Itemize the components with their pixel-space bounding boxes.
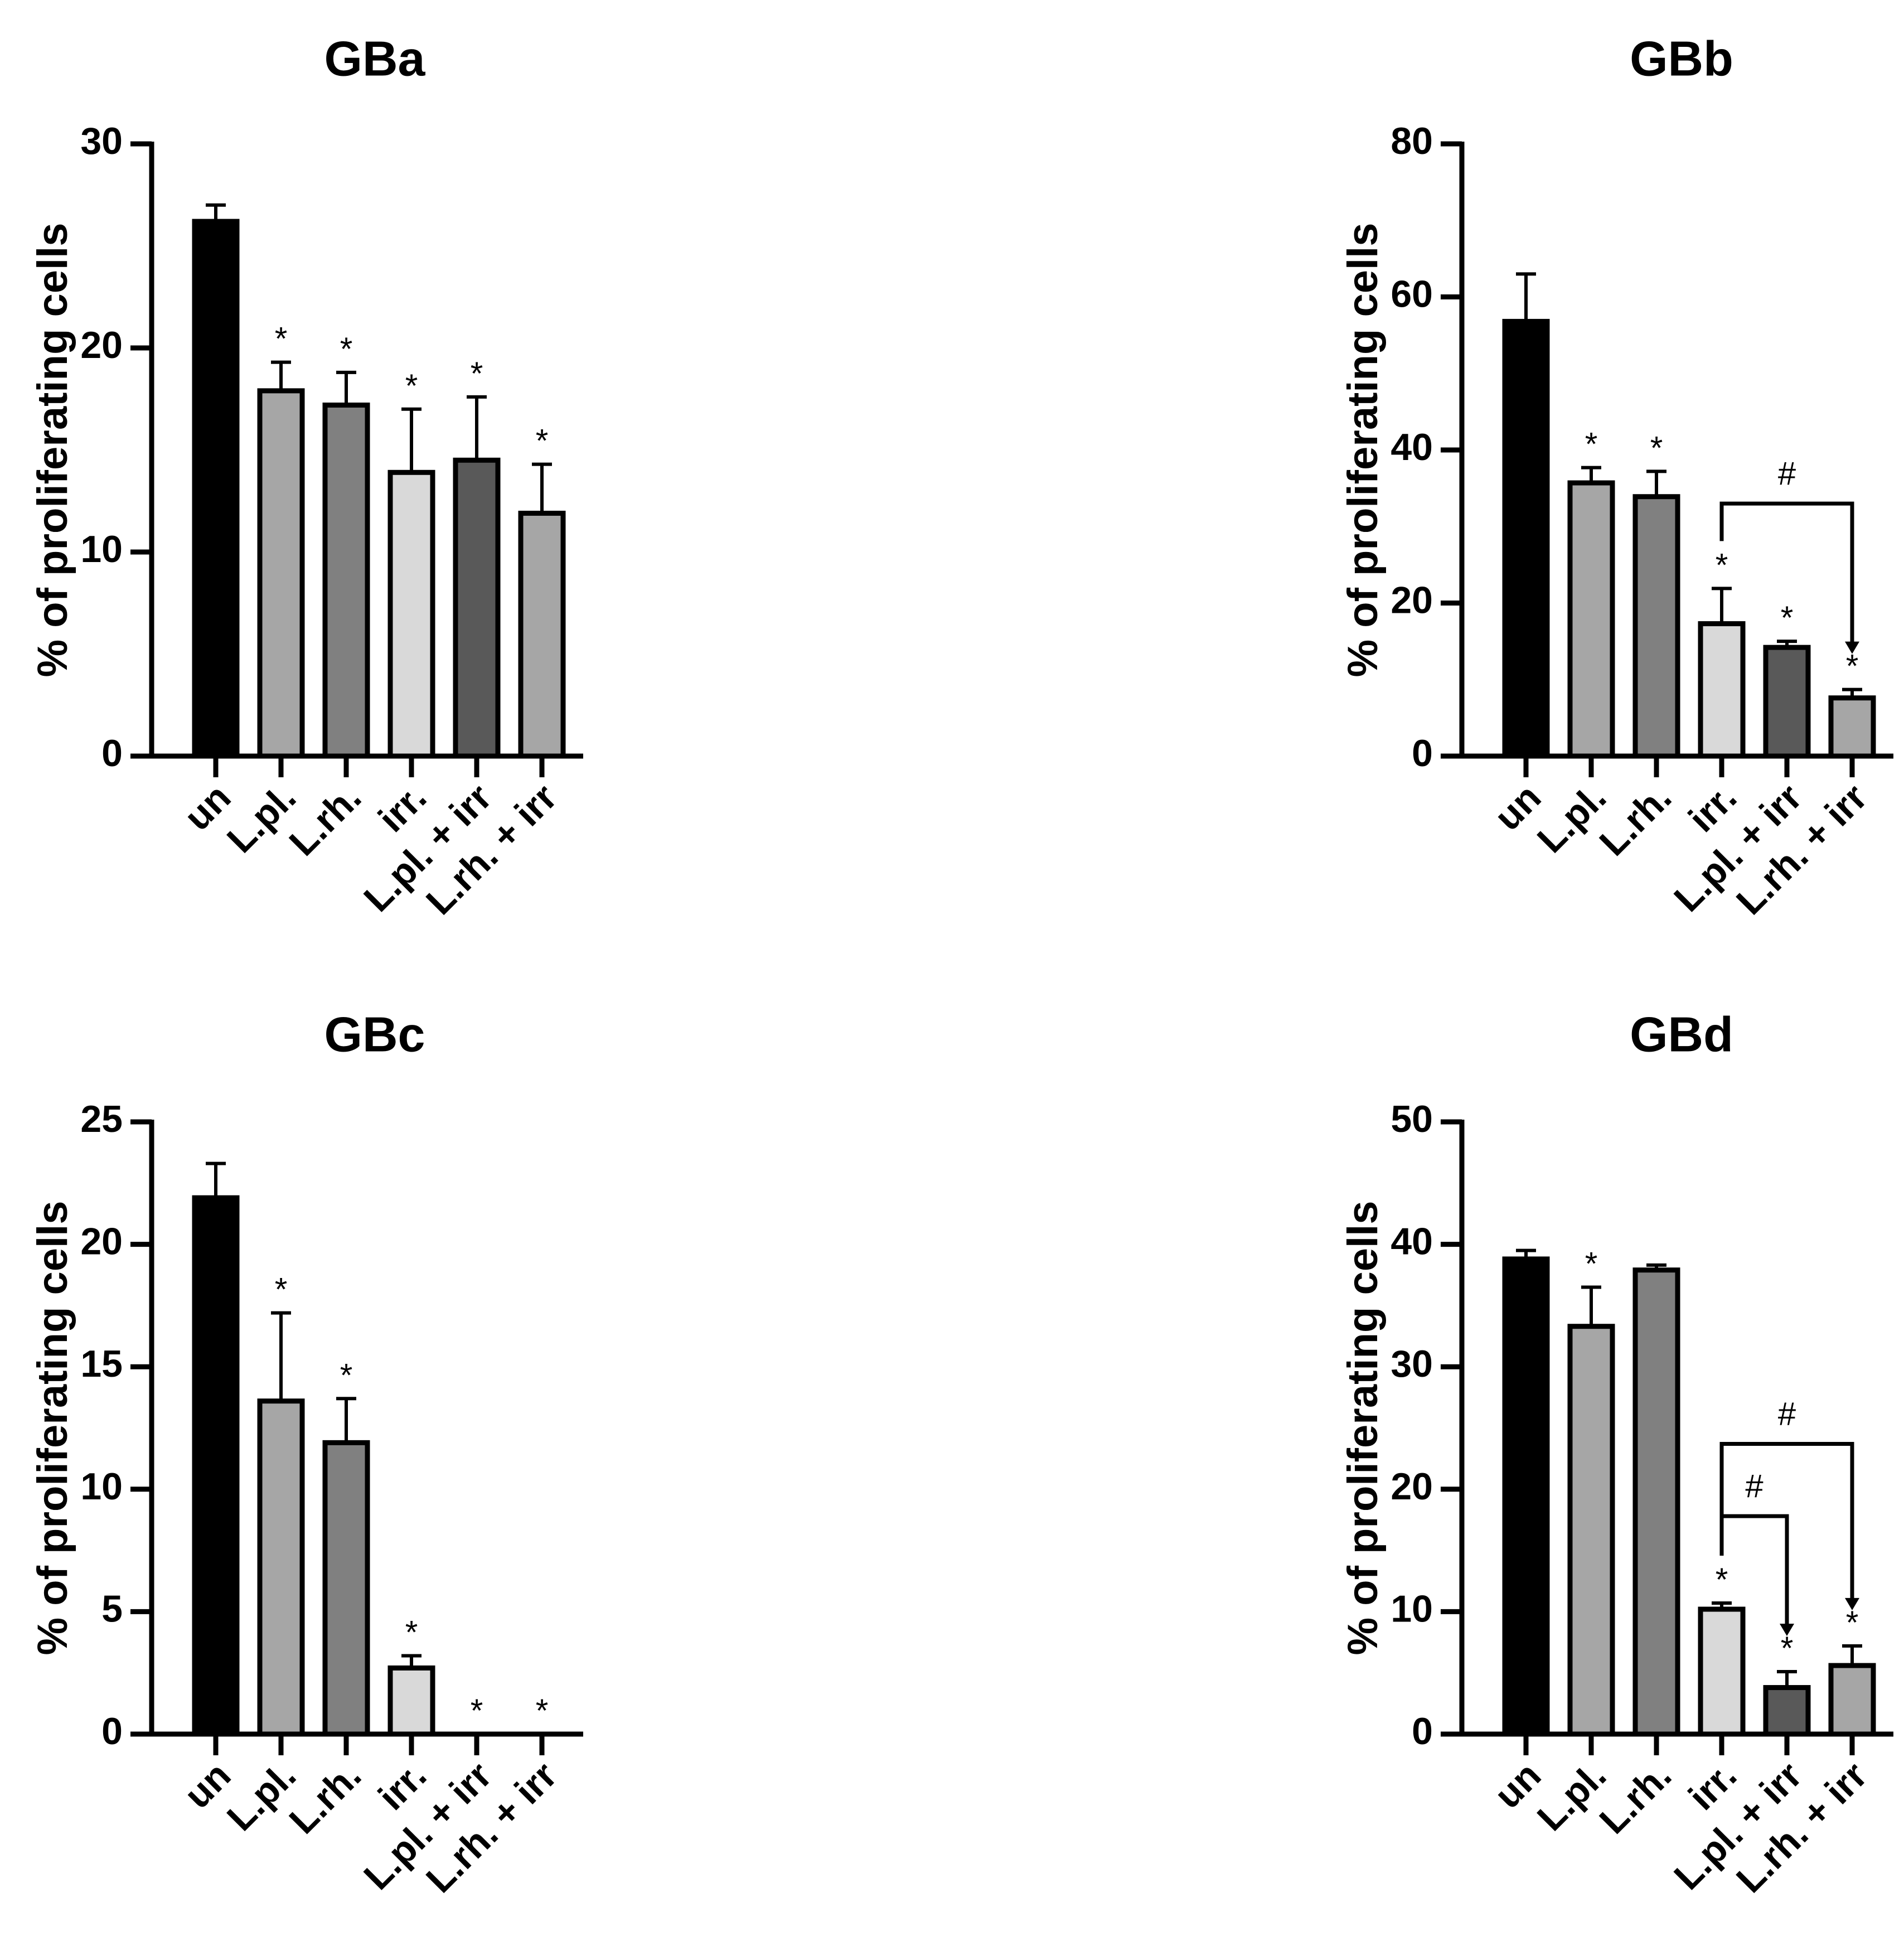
y-tick-label: 10 [80,528,123,570]
bar [1698,621,1746,759]
chart-title: GBd [1630,1006,1733,1062]
significance-bracket [1719,501,1854,651]
y-tick-label: 20 [1391,1465,1433,1508]
bar [1828,1663,1876,1737]
bar [1763,645,1811,759]
bar [1763,1685,1811,1737]
significance-marker: * [275,321,288,357]
significance-marker: * [1846,648,1859,685]
y-axis-label: % of proliferating cells [1339,222,1387,677]
significance-marker: * [536,1693,549,1729]
bar [1828,695,1876,759]
bar [1502,1256,1550,1737]
y-tick-label: 40 [1391,1221,1433,1263]
bar [387,469,435,759]
y-tick-label: 20 [80,324,123,366]
bar [192,219,240,759]
bracket-arrowhead [1780,1624,1794,1637]
y-tick-label: 60 [1391,273,1433,315]
bracket-label: # [1745,1468,1763,1504]
significance-marker: * [471,356,483,392]
bar [1502,318,1550,759]
bar [322,402,370,759]
bar [453,457,501,759]
bracket-label: # [1778,456,1796,492]
bar [257,388,305,759]
significance-bracket [1719,1514,1789,1633]
y-tick-label: 20 [80,1221,123,1263]
bar [322,1440,370,1737]
y-axis-label: % of proliferating cells [29,222,76,677]
significance-marker: * [1846,1605,1859,1641]
significance-marker: * [1781,600,1794,636]
chart-title: GBa [324,31,426,86]
significance-marker: * [536,423,549,459]
bar [257,1398,305,1737]
bar [1567,1324,1615,1737]
significance-marker: * [340,1357,353,1393]
significance-bracket [1719,1442,1854,1607]
significance-marker: * [1716,1562,1728,1598]
y-tick-label: 25 [80,1098,123,1140]
bar [1567,480,1615,759]
bar [518,510,566,759]
y-tick-label: 20 [1391,579,1433,621]
chart-title: GBb [1630,31,1733,86]
y-tick-label: 0 [1412,1710,1433,1752]
bar [1698,1606,1746,1737]
y-tick-label: 80 [1391,120,1433,162]
significance-marker: * [1781,1630,1794,1667]
bar [192,1195,240,1737]
y-tick-label: 30 [1391,1343,1433,1385]
y-tick-label: 10 [1391,1587,1433,1630]
significance-marker: * [340,331,353,367]
y-tick-label: 0 [101,732,123,774]
y-tick-label: 0 [101,1710,123,1752]
bracket-arrowhead [1845,1597,1859,1610]
y-tick-label: 15 [80,1343,123,1385]
y-tick-label: 10 [80,1465,123,1508]
bracket-label: # [1778,1396,1796,1432]
significance-marker: * [405,1614,418,1650]
bar [387,1665,435,1737]
significance-marker: * [471,1693,483,1729]
chart-title: GBc [324,1006,425,1062]
y-tick-label: 5 [101,1587,123,1630]
y-tick-label: 50 [1391,1098,1433,1140]
significance-marker: * [1585,427,1598,463]
y-tick-label: 30 [80,120,123,162]
y-tick-label: 40 [1391,426,1433,468]
bracket-arrowhead [1845,641,1859,654]
significance-marker: * [405,368,418,404]
significance-marker: * [275,1272,288,1308]
y-axis-label: % of proliferating cells [1339,1200,1387,1655]
y-tick-label: 0 [1412,732,1433,774]
significance-marker: * [1585,1246,1598,1282]
significance-marker: * [1650,430,1663,466]
significance-marker: * [1716,547,1728,583]
bar [1632,1267,1680,1737]
bar [1632,494,1680,759]
y-axis-label: % of proliferating cells [29,1200,76,1655]
